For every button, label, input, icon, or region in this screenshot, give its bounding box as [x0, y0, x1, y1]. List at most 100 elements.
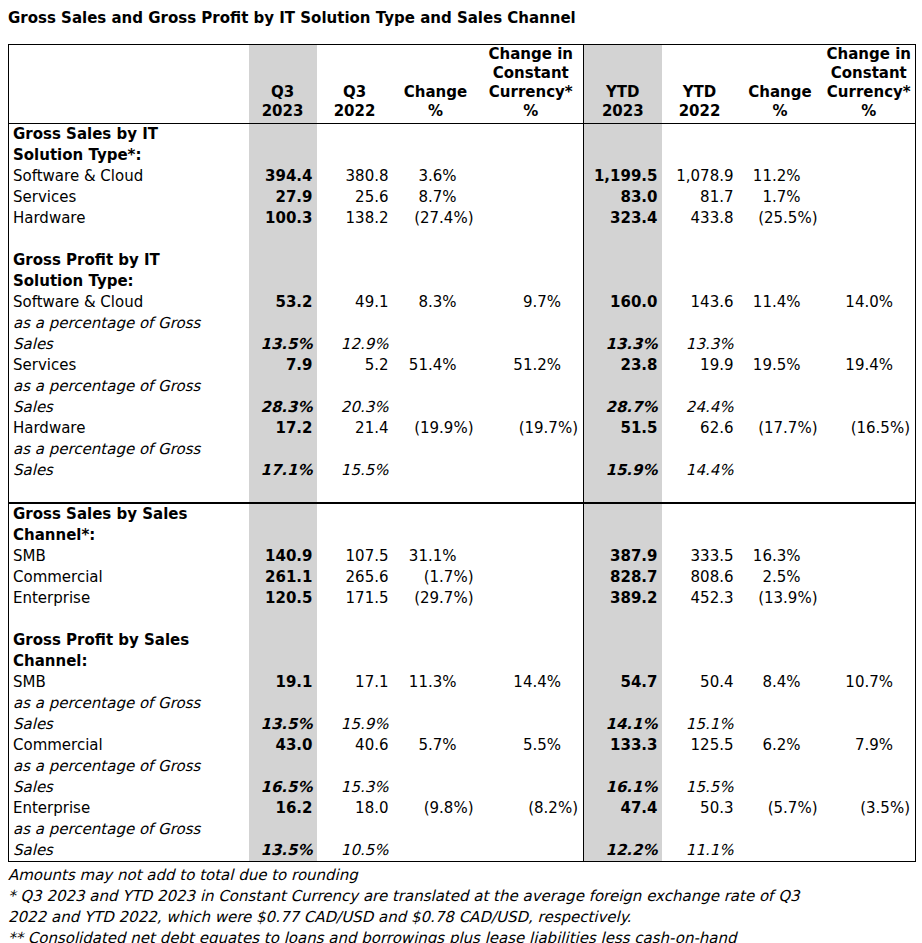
- column-header-ytd-2022: YTD 2022: [662, 45, 738, 124]
- table-cell: [584, 630, 662, 672]
- column-header-label: [9, 45, 249, 124]
- column-header-q3-change: Change %: [393, 45, 479, 124]
- table-cell: 12.2%: [584, 819, 662, 862]
- table-row: [9, 609, 916, 630]
- row-label: SMB: [9, 672, 249, 693]
- column-header-q3-2023: Q3 2023: [249, 45, 317, 124]
- table-row: as a percentage of Gross Sales13.5%12.9%…: [9, 313, 916, 355]
- table-cell: 261.1: [249, 567, 317, 588]
- table-cell: 15.5%: [662, 756, 738, 798]
- table-cell: 16.3%: [738, 546, 823, 567]
- table-cell: 143.6: [662, 292, 738, 313]
- table-row: Enterprise16.218.0(9.8%)(8.2%)47.450.3(5…: [9, 798, 916, 819]
- table-cell: [479, 546, 584, 567]
- table-cell: [738, 439, 823, 481]
- table-cell: [479, 630, 584, 672]
- row-label: as a percentage of Gross Sales: [9, 439, 249, 481]
- row-label: Enterprise: [9, 588, 249, 609]
- report-page: Gross Sales and Gross Profit by IT Solut…: [0, 0, 922, 943]
- table-cell: 100.3: [249, 208, 317, 229]
- row-label: Hardware: [9, 418, 249, 439]
- table-cell: [479, 124, 584, 167]
- table-cell: [738, 313, 823, 355]
- table-cell: 13.3%: [584, 313, 662, 355]
- table-cell: 171.5: [317, 588, 393, 609]
- row-label: Software & Cloud: [9, 166, 249, 187]
- table-cell: [823, 609, 916, 630]
- table-row: Gross Sales by IT Solution Type*:: [9, 124, 916, 167]
- table-cell: 81.7: [662, 187, 738, 208]
- table-cell: 17.2: [249, 418, 317, 439]
- table-row: Commercial43.040.65.7%5.5%133.3125.56.2%…: [9, 735, 916, 756]
- table-cell: [662, 250, 738, 292]
- table-cell: [479, 250, 584, 292]
- table-cell: 25.6: [317, 187, 393, 208]
- row-label: Gross Profit by IT Solution Type:: [9, 250, 249, 292]
- table-cell: [249, 503, 317, 546]
- row-label: as a percentage of Gross Sales: [9, 756, 249, 798]
- table-cell: [662, 630, 738, 672]
- table-cell: 13.3%: [662, 313, 738, 355]
- table-cell: 19.4%: [823, 355, 916, 376]
- table-cell: [584, 609, 662, 630]
- row-label: Services: [9, 355, 249, 376]
- table-cell: 15.9%: [584, 439, 662, 481]
- table-cell: [393, 819, 479, 862]
- table-cell: 160.0: [584, 292, 662, 313]
- table-row: as a percentage of Gross Sales28.3%20.3%…: [9, 376, 916, 418]
- table-cell: 51.4%: [393, 355, 479, 376]
- table-cell: [823, 503, 916, 546]
- column-header-ytd-constant-currency: Change in Constant Currency* %: [823, 45, 916, 124]
- table-cell: 2.5%: [738, 567, 823, 588]
- table-cell: 1,078.9: [662, 166, 738, 187]
- table-cell: [393, 313, 479, 355]
- table-cell: [662, 609, 738, 630]
- table-cell: [738, 693, 823, 735]
- table-header: Q3 2023 Q3 2022 Change % Change in Const…: [9, 45, 916, 124]
- row-label: [9, 609, 249, 630]
- table-cell: [823, 567, 916, 588]
- table-cell: 5.7%: [393, 735, 479, 756]
- row-label: as a percentage of Gross Sales: [9, 376, 249, 418]
- table-cell: [823, 166, 916, 187]
- table-cell: [662, 503, 738, 546]
- table-cell: [479, 187, 584, 208]
- table-row: as a percentage of Gross Sales13.5%15.9%…: [9, 693, 916, 735]
- table-cell: 6.2%: [738, 735, 823, 756]
- table-cell: 8.4%: [738, 672, 823, 693]
- table-cell: 54.7: [584, 672, 662, 693]
- table-cell: (17.7%): [738, 418, 823, 439]
- table-cell: [823, 588, 916, 609]
- footnote-rounding: Amounts may not add to total due to roun…: [8, 865, 917, 886]
- table-cell: 11.3%: [393, 672, 479, 693]
- financial-table: Q3 2023 Q3 2022 Change % Change in Const…: [8, 44, 916, 862]
- table-cell: (16.5%): [823, 418, 916, 439]
- table-cell: 125.5: [662, 735, 738, 756]
- table-cell: (9.8%): [393, 798, 479, 819]
- table-row: Commercial261.1265.6(1.7%)828.7808.62.5%: [9, 567, 916, 588]
- table-cell: 18.0: [317, 798, 393, 819]
- table-cell: 14.0%: [823, 292, 916, 313]
- table-cell: [823, 313, 916, 355]
- table-cell: [738, 124, 823, 167]
- column-header-q3-2022: Q3 2022: [317, 45, 393, 124]
- table-cell: [249, 229, 317, 250]
- table-cell: 15.3%: [317, 756, 393, 798]
- table-cell: [393, 756, 479, 798]
- table-cell: 51.2%: [479, 355, 584, 376]
- table-cell: 40.6: [317, 735, 393, 756]
- table-cell: 31.1%: [393, 546, 479, 567]
- table-cell: 133.3: [584, 735, 662, 756]
- table-cell: [393, 376, 479, 418]
- table-cell: 380.8: [317, 166, 393, 187]
- row-label: Gross Profit by Sales Channel:: [9, 630, 249, 672]
- table-cell: [479, 208, 584, 229]
- table-cell: [823, 819, 916, 862]
- table-cell: [317, 503, 393, 546]
- table-cell: 51.5: [584, 418, 662, 439]
- table-cell: [584, 250, 662, 292]
- table-cell: 389.2: [584, 588, 662, 609]
- table-cell: [393, 229, 479, 250]
- table-cell: 28.7%: [584, 376, 662, 418]
- table-cell: [738, 819, 823, 862]
